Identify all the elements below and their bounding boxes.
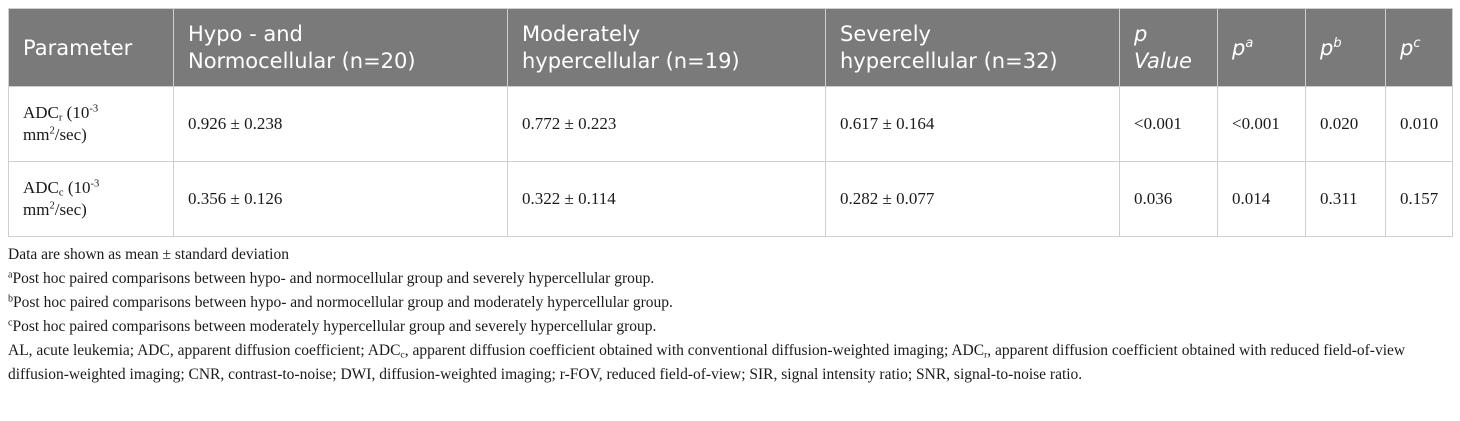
param-unit-pre: (10: [63, 178, 91, 197]
cell-group2: 0.772 ± 0.223: [507, 86, 826, 162]
header-pvalue-p: p: [1134, 22, 1148, 46]
cell-group2: 0.322 ± 0.114: [507, 161, 826, 237]
header-pvalue: p Value: [1119, 8, 1218, 87]
param-line2-pre: mm: [23, 125, 50, 144]
param-base: ADC: [23, 103, 59, 122]
param-line2-exp: 2: [49, 200, 55, 212]
footnote-a-text: Post hoc paired comparisons between hypo…: [12, 270, 655, 287]
header-pb: pb: [1305, 8, 1386, 87]
cell-pvalue: 0.036: [1119, 161, 1218, 237]
param-sub: c: [58, 187, 64, 199]
footnote-c-mark: c: [8, 317, 13, 329]
abbr-part-3: , apparent diffusion coefficient obtaine…: [8, 342, 1406, 383]
cell-group1: 0.926 ± 0.238: [173, 86, 508, 162]
header-pc: pc: [1385, 8, 1453, 87]
header-group1-line1: Hypo - and: [188, 22, 303, 46]
header-pc-sup: c: [1413, 35, 1421, 51]
footnote-b-text: Post hoc paired comparisons between hypo…: [13, 294, 673, 311]
abbr-sub-c: c: [400, 349, 405, 361]
cell-parameter: ADCc (10-3 mm2/sec): [8, 161, 174, 237]
footnote-c-text: Post hoc paired comparisons between mode…: [12, 318, 657, 335]
cell-pvalue: <0.001: [1119, 86, 1218, 162]
header-pvalue-word: Value: [1134, 49, 1192, 73]
abbr-part-2: , apparent diffusion coefficient obtaine…: [404, 342, 985, 359]
param-line2-post: /sec): [54, 200, 87, 219]
footnote-a: aPost hoc paired comparisons between hyp…: [8, 267, 1452, 291]
footnote-b-mark: b: [8, 293, 14, 305]
header-pc-p: p: [1400, 35, 1414, 60]
header-group2: Moderately hypercellular (n=19): [507, 8, 826, 87]
table-container: Parameter Hypo - and Normocellular (n=20)…: [8, 8, 1453, 387]
footnote-c: cPost hoc paired comparisons between mod…: [8, 315, 1452, 339]
header-pa-sup: a: [1245, 35, 1254, 51]
table-footnotes: Data are shown as mean ± standard deviat…: [8, 243, 1452, 387]
header-group3: Severely hypercellular (n=32): [825, 8, 1120, 87]
header-row: Parameter Hypo - and Normocellular (n=20)…: [8, 8, 1453, 87]
cell-pb: 0.020: [1305, 86, 1386, 162]
cell-pa: <0.001: [1217, 86, 1306, 162]
abbr-sub-r: r: [984, 349, 988, 361]
header-parameter: Parameter: [8, 8, 174, 87]
footnote-abbreviations: AL, acute leukemia; ADC, apparent diffus…: [8, 339, 1452, 387]
footnote-a-mark: a: [8, 269, 13, 281]
header-group2-line2: hypercellular (n=19): [522, 49, 740, 73]
header-parameter-label: Parameter: [23, 35, 133, 60]
table-body: ADCr (10-3 mm2/sec) 0.926 ± 0.238 0.772 ±…: [8, 86, 1453, 237]
footnote-data-line: Data are shown as mean ± standard deviat…: [8, 246, 289, 263]
header-pb-p: p: [1320, 35, 1334, 60]
param-sub: r: [58, 112, 63, 124]
table-header: Parameter Hypo - and Normocellular (n=20)…: [8, 8, 1453, 87]
cell-group3: 0.282 ± 0.077: [825, 161, 1120, 237]
header-group3-line1: Severely: [840, 22, 931, 46]
header-group2-line1: Moderately: [522, 22, 641, 46]
header-group1: Hypo - and Normocellular (n=20): [173, 8, 508, 87]
cell-pc: 0.157: [1385, 161, 1453, 237]
footnote-b: bPost hoc paired comparisons between hyp…: [8, 291, 1452, 315]
param-unit-pre: (10: [62, 103, 90, 122]
header-group1-line2: Normocellular (n=20): [188, 49, 416, 73]
abbr-part-1: AL, acute leukemia; ADC, apparent diffus…: [8, 342, 401, 359]
cell-parameter: ADCr (10-3 mm2/sec): [8, 86, 174, 162]
param-unit-exp: -3: [90, 178, 100, 190]
table-row: ADCr (10-3 mm2/sec) 0.926 ± 0.238 0.772 ±…: [8, 86, 1453, 162]
param-line2-pre: mm: [23, 200, 50, 219]
cell-pb: 0.311: [1305, 161, 1386, 237]
table-row: ADCc (10-3 mm2/sec) 0.356 ± 0.126 0.322 ±…: [8, 161, 1453, 237]
header-pa-p: p: [1232, 35, 1246, 60]
data-table: Parameter Hypo - and Normocellular (n=20)…: [8, 8, 1453, 237]
param-line2-exp: 2: [49, 125, 55, 137]
cell-pa: 0.014: [1217, 161, 1306, 237]
param-line2-post: /sec): [54, 125, 87, 144]
cell-group3: 0.617 ± 0.164: [825, 86, 1120, 162]
param-unit-exp: -3: [89, 103, 99, 115]
cell-group1: 0.356 ± 0.126: [173, 161, 508, 237]
header-pa: pa: [1217, 8, 1306, 87]
param-base: ADC: [23, 178, 59, 197]
cell-pc: 0.010: [1385, 86, 1453, 162]
header-group3-line2: hypercellular (n=32): [840, 49, 1058, 73]
header-pb-sup: b: [1333, 35, 1342, 51]
